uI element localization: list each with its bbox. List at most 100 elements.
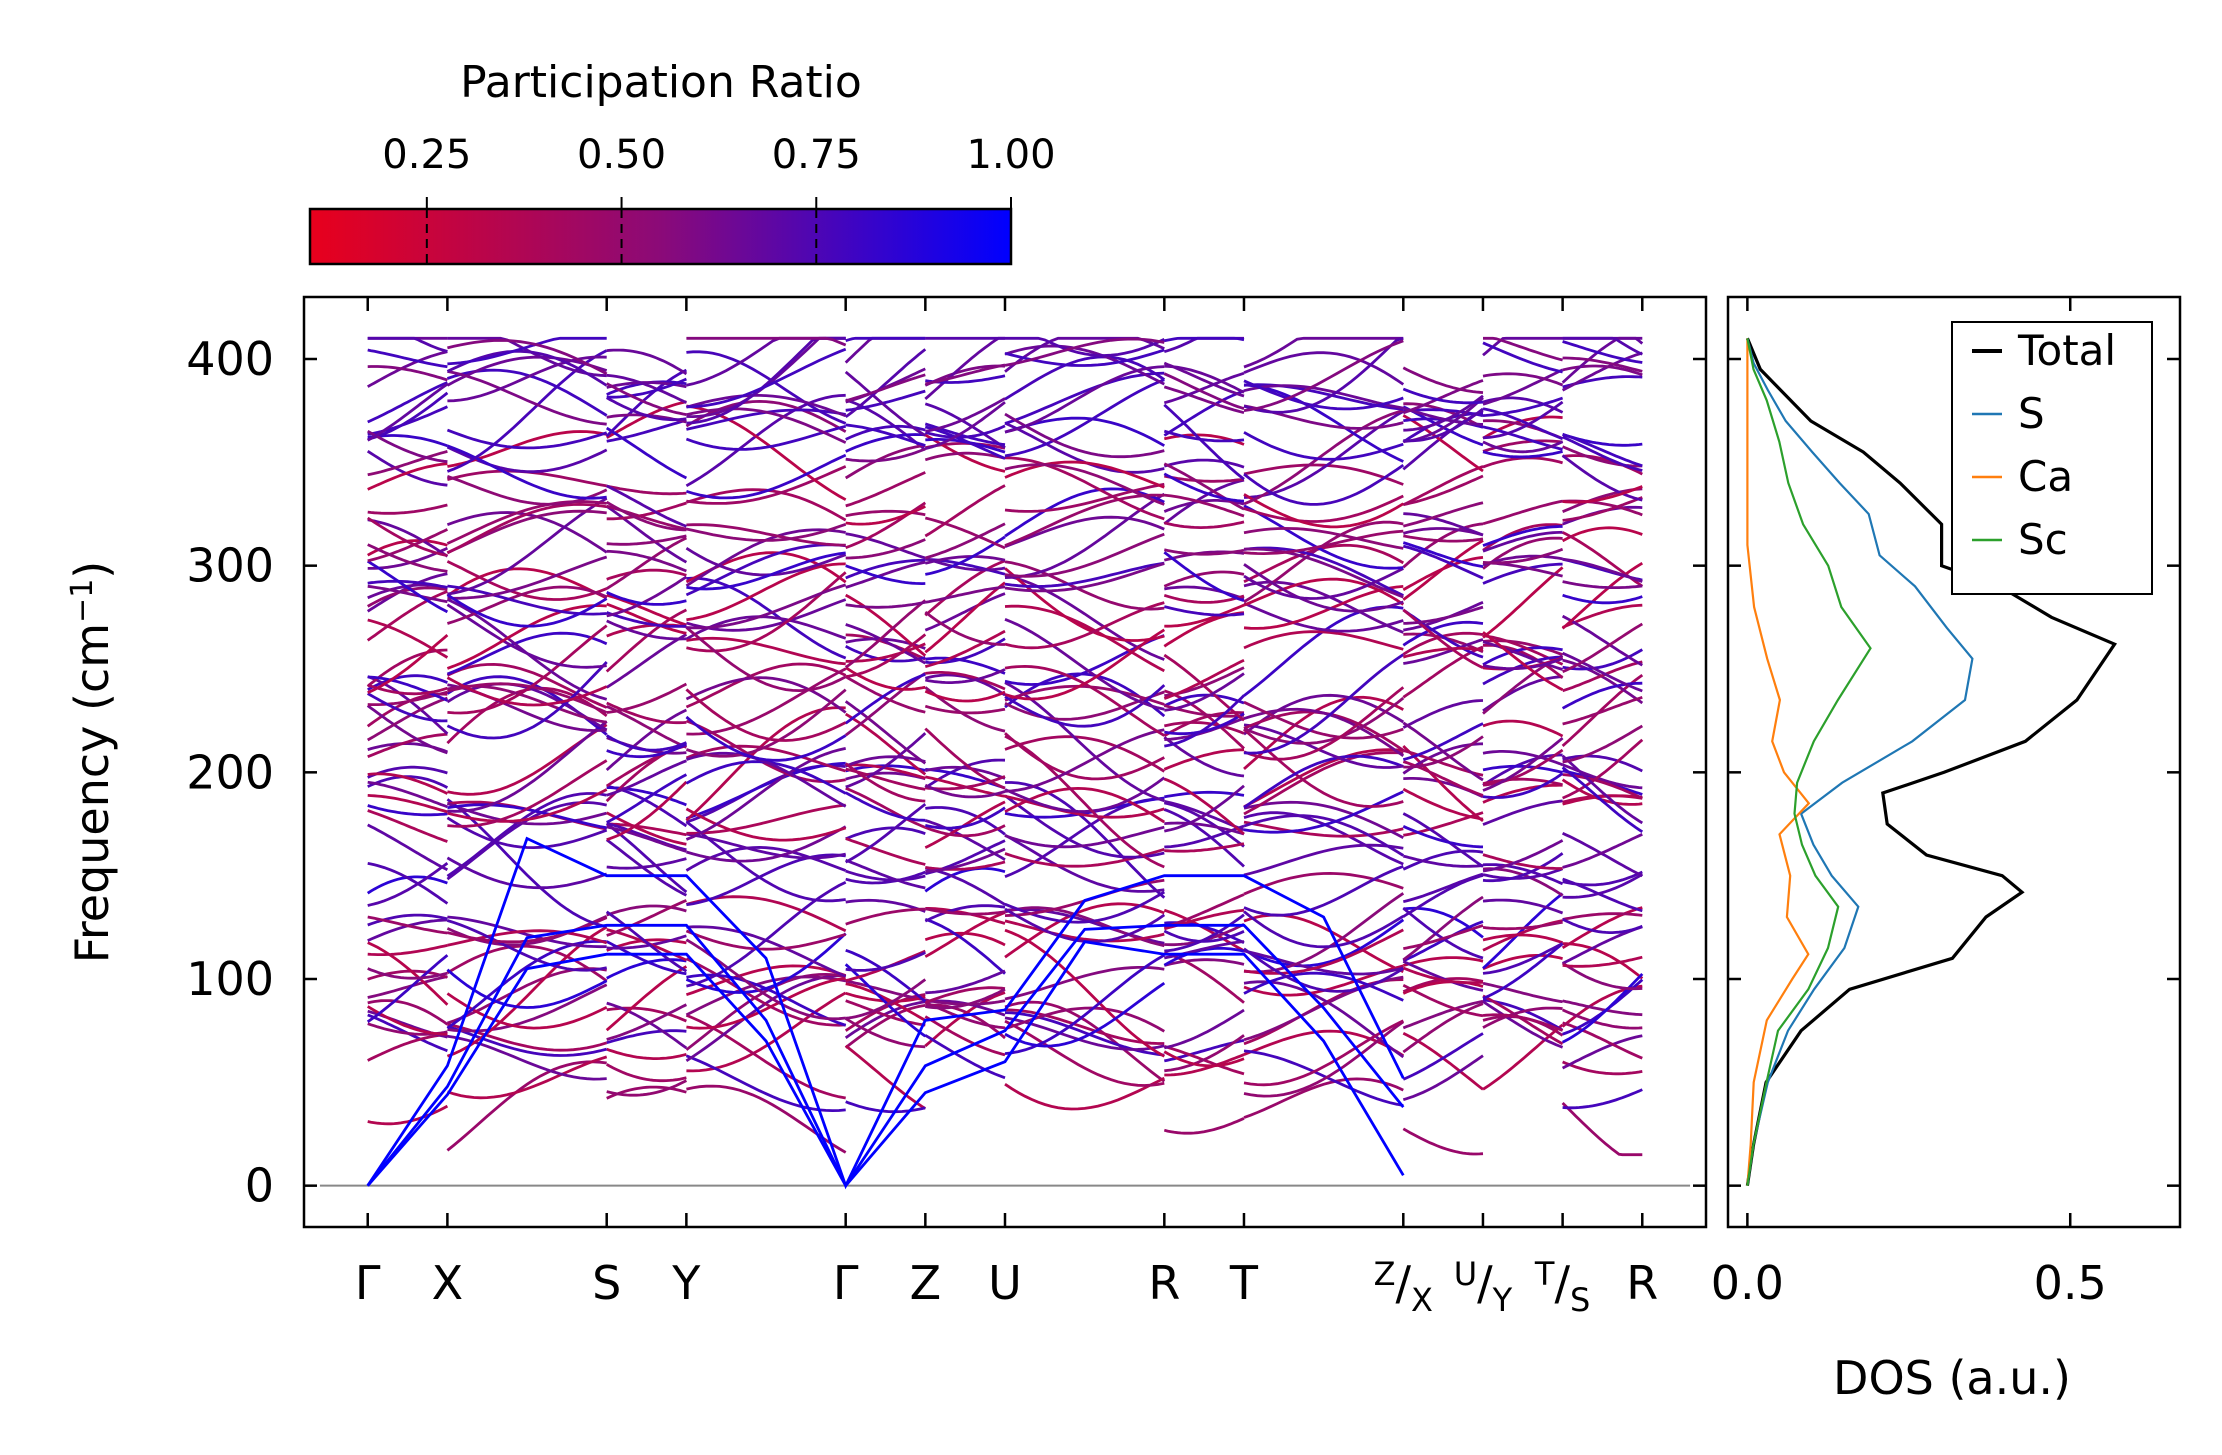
band-line (924, 581, 1006, 654)
band-line (1482, 566, 1564, 639)
band-line (1561, 614, 1643, 667)
legend-label: Ca (2018, 452, 2073, 501)
band-line (446, 939, 607, 1030)
band-x-tick-label: U/Y (1454, 1255, 1513, 1319)
band-line (446, 968, 608, 1009)
band-line (845, 433, 926, 453)
band-line (1163, 693, 1245, 708)
band-line (1004, 493, 1165, 547)
band-line (1562, 912, 1643, 921)
band-line (924, 704, 1006, 715)
band-line (845, 898, 926, 913)
band-line (605, 633, 688, 689)
band-line (1243, 754, 1404, 809)
band-line (1004, 371, 1165, 425)
band-line (845, 623, 926, 665)
band-line (845, 803, 927, 864)
band-line (367, 967, 448, 980)
band-line (1482, 536, 1563, 570)
band-line (1163, 372, 1245, 411)
band-y-tick-label: 100 (186, 952, 274, 1006)
band-line (447, 759, 608, 828)
band-line (925, 969, 1006, 995)
band-line (1482, 994, 1564, 1046)
band-line (1562, 340, 1643, 364)
band-line (367, 382, 449, 442)
band-line (605, 910, 688, 973)
band-line (1243, 971, 1404, 1002)
band-line (686, 853, 846, 907)
band-line (1243, 696, 1405, 745)
band-line (686, 336, 847, 347)
band-line (1164, 672, 1245, 712)
band-line (1402, 984, 1484, 1018)
band-line (1243, 814, 1405, 857)
band-line (1243, 630, 1404, 651)
band-line (1004, 1000, 1166, 1083)
band-line (1243, 707, 1405, 757)
band-line (446, 662, 608, 709)
band-line (1482, 499, 1563, 526)
band-line (844, 599, 927, 669)
band-line (924, 556, 1006, 572)
band-line (845, 600, 926, 609)
band-line (845, 791, 926, 822)
band-line (1561, 681, 1643, 710)
band-line (844, 348, 927, 419)
band-line (685, 747, 847, 841)
band-line (1482, 867, 1564, 880)
band-line (1561, 754, 1644, 825)
band-line (1561, 351, 1643, 392)
band-line (606, 593, 687, 627)
band-line (1163, 1008, 1245, 1050)
band-line (367, 732, 448, 759)
band-line (685, 975, 846, 1017)
band-line (685, 688, 847, 742)
band-line (1402, 414, 1484, 473)
band-line (1163, 958, 1245, 967)
band-line (1482, 1000, 1564, 1049)
band-line (685, 626, 847, 693)
band-line (446, 816, 608, 850)
band-line (1243, 723, 1404, 769)
band-line (686, 523, 846, 547)
band-line (1482, 562, 1563, 585)
band-line (1243, 605, 1404, 697)
band-line (1562, 754, 1643, 773)
band-line (686, 832, 846, 860)
band-line (1004, 833, 1165, 893)
band-line (606, 549, 687, 573)
band-line (1562, 1060, 1643, 1076)
band-line (1482, 737, 1564, 792)
band-line (685, 488, 847, 522)
colorbar-gradient (308, 207, 1013, 266)
band-line (1004, 919, 1165, 943)
band-line (446, 1055, 608, 1100)
band-line (1482, 863, 1564, 886)
band-line (845, 786, 926, 829)
band-line (686, 825, 847, 863)
band-line (1562, 1008, 1643, 1030)
colorbar-tick-label: 0.75 (772, 132, 861, 178)
band-line (1562, 870, 1643, 887)
band-line (367, 944, 448, 956)
band-x-tick-label: Γ (833, 1256, 859, 1310)
band-line (367, 861, 449, 907)
band-line (1402, 787, 1484, 821)
dos-x-tick-label: 0.5 (2034, 1256, 2107, 1310)
band-line (606, 1029, 687, 1045)
band-line (1164, 336, 1245, 343)
band-line (1004, 355, 1166, 401)
band-line (1243, 1020, 1405, 1098)
band-line (1561, 961, 1643, 991)
band-line (447, 788, 608, 823)
band-line (1402, 539, 1484, 601)
band-line (367, 503, 448, 515)
band-line (845, 978, 927, 1020)
band-x-tick-label: R (1626, 1256, 1658, 1310)
band-line (924, 727, 1006, 790)
band-line (1163, 570, 1245, 588)
band-line (1562, 336, 1643, 356)
band-line (1004, 365, 1165, 434)
band-line (685, 845, 847, 872)
